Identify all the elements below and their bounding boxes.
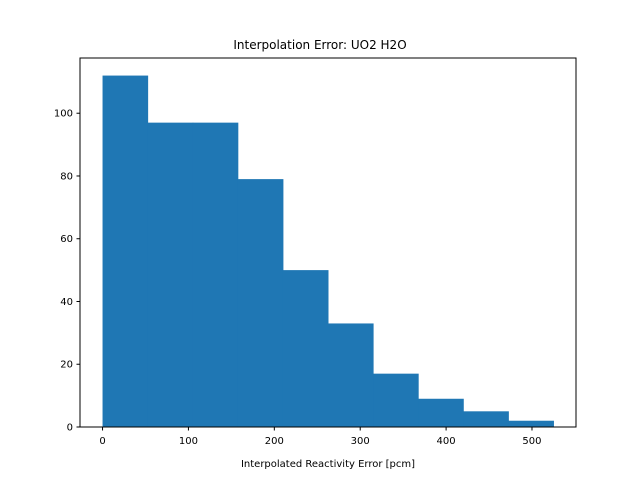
x-tick-label: 300 [351, 436, 370, 447]
y-tick-label: 100 [54, 109, 73, 120]
histogram-bar [508, 420, 554, 427]
y-tick-label: 40 [60, 297, 73, 308]
histogram-bar [102, 75, 149, 428]
x-tick-label: 500 [522, 436, 541, 447]
x-axis-label: Interpolated Reactivity Error [pcm] [241, 459, 415, 470]
plot-frame [79, 57, 577, 428]
histogram-bar [373, 373, 419, 427]
x-axis-ticks: 0 100 200 300 400 500 [99, 427, 542, 447]
x-tick-label: 200 [265, 436, 284, 447]
histogram-bars [102, 75, 554, 428]
chart-title: Interpolation Error: UO2 H2O [233, 38, 406, 52]
histogram-bar [282, 270, 329, 427]
y-tick-label: 60 [60, 234, 73, 245]
histogram-bar [237, 179, 284, 427]
histogram-bar [192, 122, 239, 427]
y-tick-label: 20 [60, 360, 73, 371]
x-tick-label: 400 [437, 436, 456, 447]
histogram-bar [328, 323, 374, 427]
x-tick-label: 100 [179, 436, 198, 447]
y-axis-ticks: 0 20 40 60 80 100 [54, 109, 80, 434]
y-tick-label: 80 [60, 171, 73, 182]
y-tick-label: 0 [67, 423, 73, 434]
histogram-bar [463, 411, 509, 427]
x-tick-label: 0 [99, 436, 105, 447]
histogram-bar [418, 398, 464, 427]
histogram-bar [147, 122, 194, 427]
